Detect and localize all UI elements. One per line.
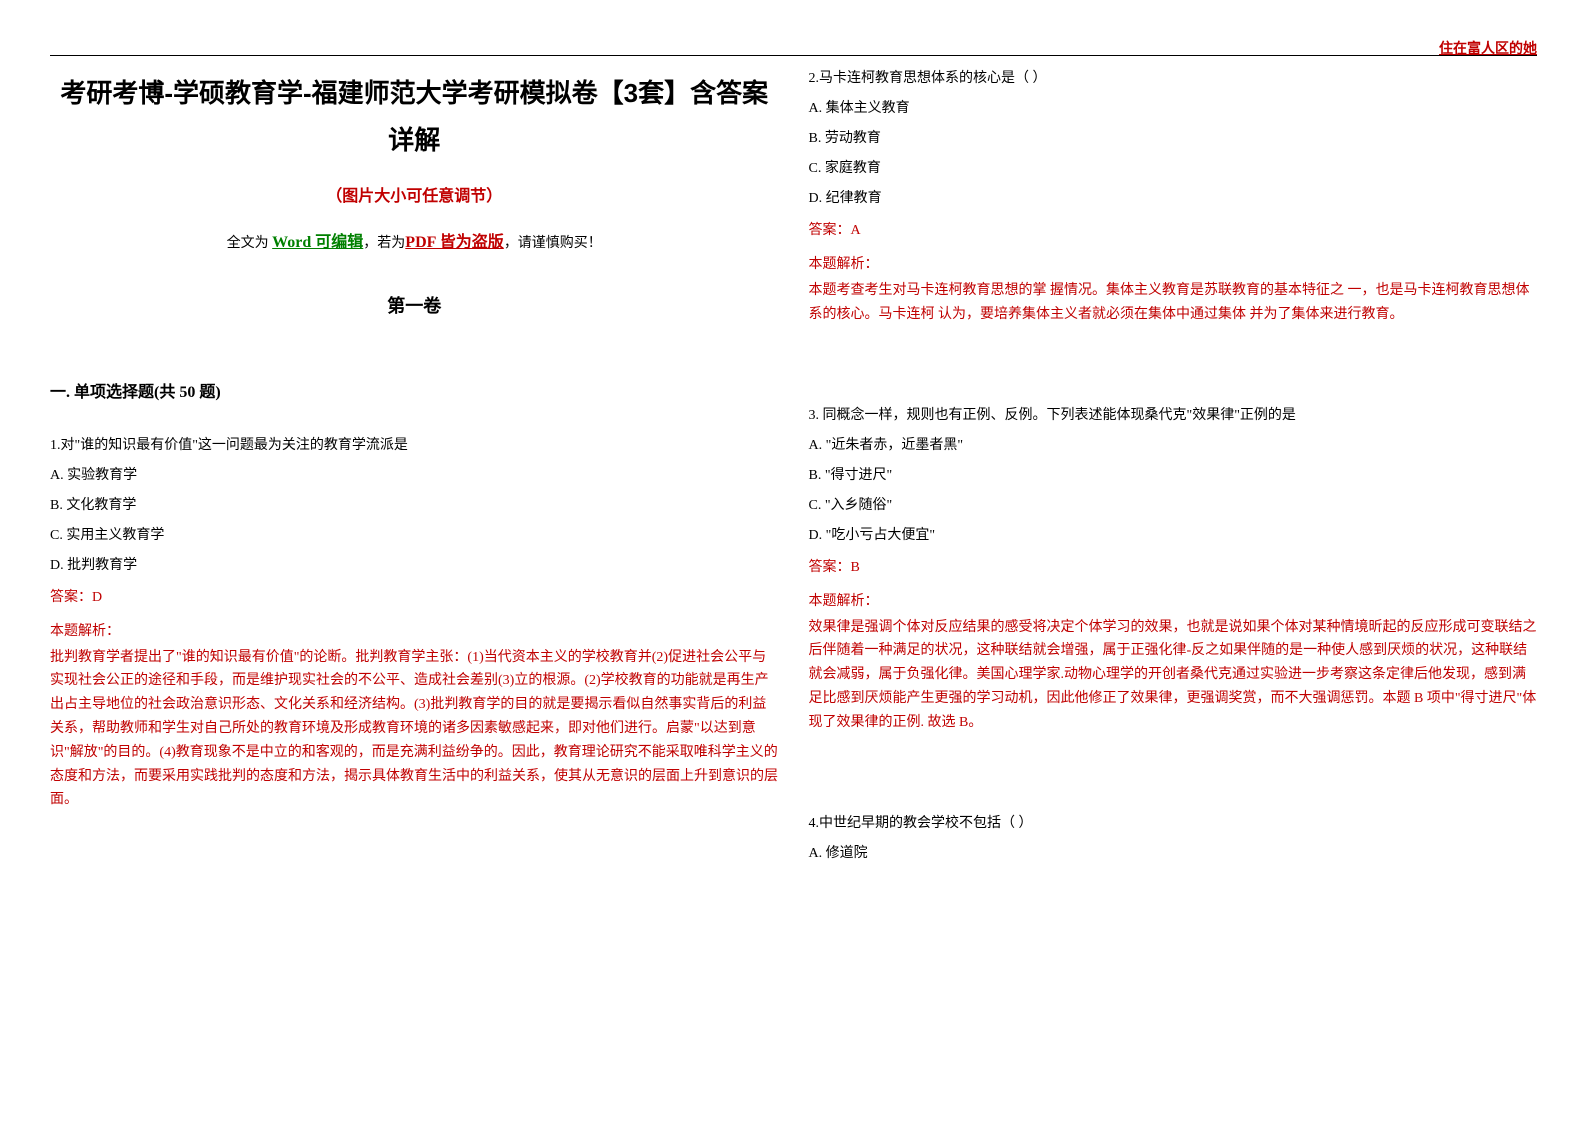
- question-text: 3. 同概念一样，规则也有正例、反例。下列表述能体现桑代克"效果律"正例的是: [809, 402, 1538, 430]
- edit-mid: ，若为: [363, 236, 405, 251]
- question-text: 4.中世纪早期的教会学校不包括（ ）: [809, 810, 1538, 838]
- choice-b: B. 文化教育学: [50, 492, 779, 520]
- choice-c: C. 家庭教育: [809, 155, 1538, 183]
- answer-label: 答案：A: [809, 217, 1538, 245]
- choice-c: C. "入乡随俗": [809, 492, 1538, 520]
- answer-label: 答案：D: [50, 584, 779, 612]
- choice-d: D. "吃小亏占大便宜": [809, 522, 1538, 550]
- edit-prefix: 全文为: [227, 236, 273, 251]
- choice-d: D. 纪律教育: [809, 185, 1538, 213]
- question-3: 3. 同概念一样，规则也有正例、反例。下列表述能体现桑代克"效果律"正例的是 A…: [809, 402, 1538, 735]
- left-column: 考研考博-学硕教育学-福建师范大学考研模拟卷【3套】含答案详解 （图片大小可任意…: [50, 60, 779, 893]
- choice-d: D. 批判教育学: [50, 552, 779, 580]
- analysis-text: 效果律是强调个体对反应结果的感受将决定个体学习的效果，也就是说如果个体对某种情境…: [809, 616, 1538, 735]
- choice-a: A. 实验教育学: [50, 462, 779, 490]
- header-divider: [50, 55, 1537, 56]
- question-text: 2.马卡连柯教育思想体系的核心是（ ）: [809, 65, 1538, 93]
- analysis-text: 本题考查考生对马卡连柯教育思想的掌 握情况。集体主义教育是苏联教育的基本特征之 …: [809, 279, 1538, 327]
- analysis-label: 本题解析：: [809, 251, 1538, 279]
- section-title: 一. 单项选择题(共 50 题): [50, 378, 779, 402]
- choice-a: A. 集体主义教育: [809, 95, 1538, 123]
- document-title: 考研考博-学硕教育学-福建师范大学考研模拟卷【3套】含答案详解: [50, 70, 779, 164]
- question-2: 2.马卡连柯教育思想体系的核心是（ ） A. 集体主义教育 B. 劳动教育 C.…: [809, 65, 1538, 327]
- analysis-label: 本题解析：: [50, 618, 779, 646]
- document-subtitle: （图片大小可任意调节）: [50, 182, 779, 206]
- question-4: 4.中世纪早期的教会学校不包括（ ） A. 修道院: [809, 810, 1538, 868]
- volume-title: 第一卷: [50, 292, 779, 318]
- choice-b: B. "得寸进尺": [809, 462, 1538, 490]
- choice-c: C. 实用主义教育学: [50, 522, 779, 550]
- edit-pdf-link: PDF 皆为盗版: [405, 234, 504, 251]
- spacer: [809, 352, 1538, 402]
- choice-a: A. 修道院: [809, 840, 1538, 868]
- choice-b: B. 劳动教育: [809, 125, 1538, 153]
- edit-notice: 全文为 Word 可编辑，若为PDF 皆为盗版，请谨慎购买！: [50, 228, 779, 252]
- edit-word-link: Word 可编辑: [272, 234, 363, 251]
- question-1: 1.对"谁的知识最有价值"这一问题最为关注的教育学流派是 A. 实验教育学 B.…: [50, 432, 779, 813]
- spacer: [809, 760, 1538, 810]
- question-text: 1.对"谁的知识最有价值"这一问题最为关注的教育学流派是: [50, 432, 779, 460]
- edit-suffix: ，请谨慎购买！: [504, 236, 602, 251]
- right-column: 2.马卡连柯教育思想体系的核心是（ ） A. 集体主义教育 B. 劳动教育 C.…: [809, 60, 1538, 893]
- page-content: 考研考博-学硕教育学-福建师范大学考研模拟卷【3套】含答案详解 （图片大小可任意…: [50, 60, 1537, 893]
- choice-a: A. "近朱者赤，近墨者黑": [809, 432, 1538, 460]
- analysis-label: 本题解析：: [809, 588, 1538, 616]
- answer-label: 答案：B: [809, 554, 1538, 582]
- analysis-text: 批判教育学者提出了"谁的知识最有价值"的论断。批判教育学主张：(1)当代资本主义…: [50, 646, 779, 813]
